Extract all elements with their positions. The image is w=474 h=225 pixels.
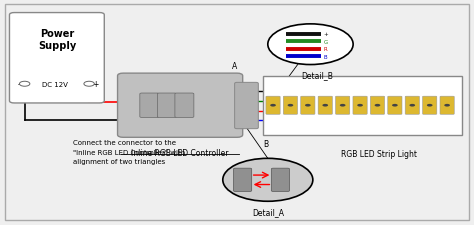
FancyBboxPatch shape	[140, 94, 159, 118]
Text: +: +	[323, 32, 328, 37]
Circle shape	[427, 104, 433, 107]
Text: G: G	[323, 39, 328, 45]
FancyBboxPatch shape	[157, 94, 176, 118]
Text: DC 12V: DC 12V	[42, 81, 67, 87]
Circle shape	[288, 104, 293, 107]
Circle shape	[357, 104, 363, 107]
Text: B: B	[263, 139, 268, 148]
Circle shape	[268, 25, 353, 65]
FancyBboxPatch shape	[235, 83, 258, 129]
Circle shape	[340, 104, 346, 107]
Text: Inline RGB LED Controller: Inline RGB LED Controller	[131, 148, 229, 157]
FancyBboxPatch shape	[175, 94, 194, 118]
Circle shape	[410, 104, 415, 107]
Text: -: -	[18, 80, 20, 89]
Circle shape	[223, 159, 313, 201]
Circle shape	[392, 104, 398, 107]
FancyBboxPatch shape	[9, 14, 104, 104]
FancyBboxPatch shape	[370, 97, 384, 115]
Text: RGB LED Strip Light: RGB LED Strip Light	[340, 150, 417, 159]
Circle shape	[19, 82, 30, 87]
FancyBboxPatch shape	[266, 97, 280, 115]
FancyBboxPatch shape	[301, 97, 315, 115]
FancyBboxPatch shape	[271, 168, 290, 191]
FancyBboxPatch shape	[118, 74, 243, 138]
FancyBboxPatch shape	[234, 168, 252, 191]
Text: Detail_B: Detail_B	[301, 71, 333, 80]
Text: +: +	[92, 80, 99, 89]
Circle shape	[84, 82, 94, 87]
Circle shape	[305, 104, 310, 107]
FancyBboxPatch shape	[283, 97, 298, 115]
Text: A: A	[232, 62, 237, 71]
Text: Power
Supply: Power Supply	[38, 29, 76, 50]
Text: B: B	[323, 54, 327, 59]
FancyBboxPatch shape	[440, 97, 454, 115]
FancyBboxPatch shape	[318, 97, 332, 115]
FancyBboxPatch shape	[336, 97, 350, 115]
FancyBboxPatch shape	[405, 97, 419, 115]
Text: Detail_A: Detail_A	[252, 207, 284, 216]
Text: Connect the connector to the
"Inline RGB LED Controller" with
alignment of two t: Connect the connector to the "Inline RGB…	[73, 140, 186, 164]
Text: R: R	[323, 47, 327, 52]
FancyBboxPatch shape	[423, 97, 437, 115]
FancyBboxPatch shape	[353, 97, 367, 115]
Circle shape	[374, 104, 380, 107]
FancyBboxPatch shape	[263, 76, 462, 135]
Circle shape	[270, 104, 276, 107]
Circle shape	[322, 104, 328, 107]
FancyBboxPatch shape	[388, 97, 402, 115]
Circle shape	[444, 104, 450, 107]
